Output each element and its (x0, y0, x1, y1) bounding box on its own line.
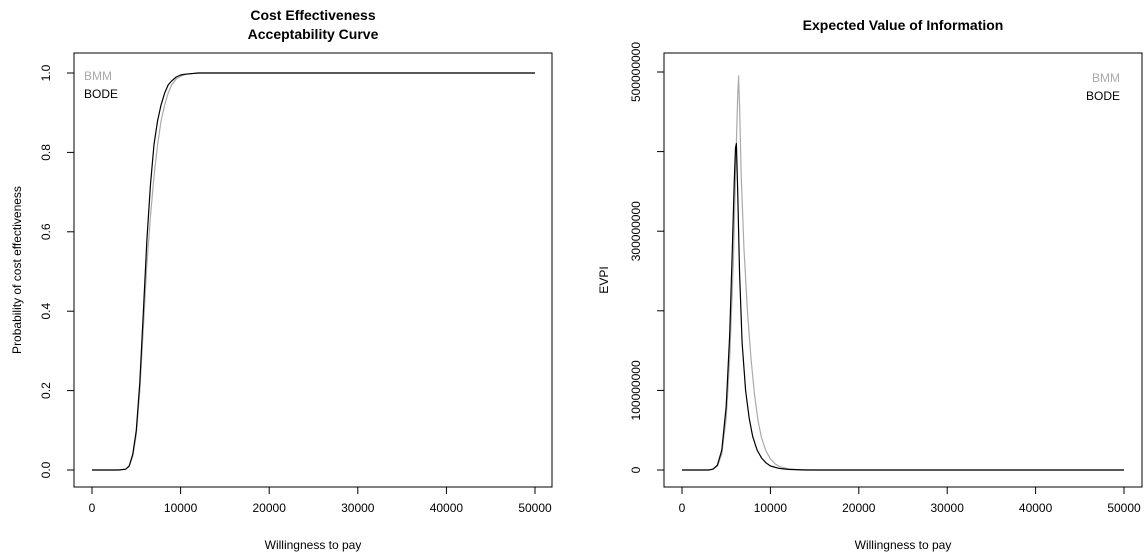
y-tick-label: 0.8 (39, 144, 53, 161)
x-axis-label: Willingness to pay (265, 538, 362, 552)
legend-label-bode: BODE (84, 87, 118, 101)
series-line-bmm (682, 75, 1124, 471)
chart-title: Expected Value of Information (803, 17, 1004, 33)
y-tick-label: 0.4 (39, 303, 53, 320)
x-tick-label: 20000 (253, 501, 287, 515)
y-tick-label: 0.0 (39, 461, 53, 478)
series-line-bode (682, 143, 1124, 471)
evpi-chart: Expected Value of Information Willingnes… (597, 17, 1143, 552)
x-tick-label: 30000 (931, 501, 965, 515)
legend-label-bmm: BMM (1092, 71, 1120, 85)
x-tick-label: 50000 (1107, 501, 1141, 515)
x-tick-label: 30000 (341, 501, 375, 515)
x-tick-label: 10000 (754, 501, 788, 515)
y-axis: 0.0 0.2 0.4 0.6 0.8 1.0 (39, 64, 75, 478)
y-tick-label: 0 (629, 466, 643, 473)
y-axis-label: Probability of cost effectiveness (10, 186, 24, 354)
x-tick-label: 10000 (164, 501, 198, 515)
legend: BMM BODE (84, 69, 118, 101)
legend-label-bmm: BMM (84, 69, 112, 83)
x-tick-label: 50000 (518, 501, 552, 515)
legend: BMM BODE (1086, 71, 1120, 103)
y-tick-label: 300000000 (629, 201, 643, 261)
x-tick-label: 20000 (842, 501, 876, 515)
series-line-bode (92, 72, 535, 471)
y-tick-label: 0.6 (39, 223, 53, 240)
x-axis: 0 10000 20000 30000 40000 50000 (89, 486, 552, 515)
y-axis: 0 100000000 300000000 500000000 (629, 42, 665, 473)
x-tick-label: 0 (679, 501, 686, 515)
x-axis: 0 10000 20000 30000 40000 50000 (679, 486, 1141, 515)
y-axis-label: EVPI (597, 266, 611, 293)
plot-frame (663, 52, 1143, 488)
plot-frame (73, 52, 553, 488)
series-layer (92, 72, 535, 471)
chart-title-line-2: Acceptability Curve (248, 26, 379, 42)
x-axis-label: Willingness to pay (855, 538, 952, 552)
x-tick-label: 40000 (430, 501, 464, 515)
series-line-bmm (92, 72, 535, 471)
y-tick-label: 100000000 (629, 360, 643, 420)
chart-title-line-1: Cost Effectiveness (250, 7, 375, 23)
y-tick-label: 1.0 (39, 64, 53, 81)
x-tick-label: 0 (89, 501, 96, 515)
y-tick-label: 500000000 (629, 42, 643, 102)
legend-label-bode: BODE (1086, 89, 1120, 103)
y-tick-label: 0.2 (39, 382, 53, 399)
series-layer (682, 75, 1124, 471)
ceac-chart: Cost Effectiveness Acceptability Curve W… (10, 7, 553, 552)
x-tick-label: 40000 (1019, 501, 1053, 515)
